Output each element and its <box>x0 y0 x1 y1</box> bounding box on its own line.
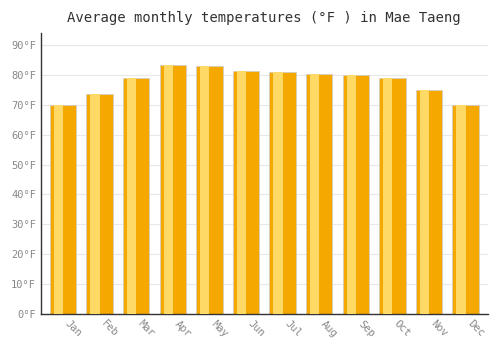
Bar <box>50 105 76 314</box>
Bar <box>160 64 186 314</box>
Bar <box>233 70 259 314</box>
Bar <box>383 78 392 314</box>
Bar <box>90 94 100 314</box>
Bar <box>306 74 332 314</box>
Bar <box>380 78 406 314</box>
Bar <box>310 74 319 314</box>
Bar <box>164 64 173 314</box>
Bar <box>270 72 296 314</box>
Bar <box>200 66 209 314</box>
Bar <box>452 105 479 314</box>
Bar <box>346 75 356 314</box>
Bar <box>342 75 369 314</box>
Bar <box>420 90 429 314</box>
Bar <box>274 72 282 314</box>
Title: Average monthly temperatures (°F ) in Mae Taeng: Average monthly temperatures (°F ) in Ma… <box>68 11 461 25</box>
Bar <box>86 94 113 314</box>
Bar <box>416 90 442 314</box>
Bar <box>127 78 136 314</box>
Bar <box>237 70 246 314</box>
Bar <box>54 105 63 314</box>
Bar <box>456 105 466 314</box>
Bar <box>123 78 150 314</box>
Bar <box>196 66 222 314</box>
